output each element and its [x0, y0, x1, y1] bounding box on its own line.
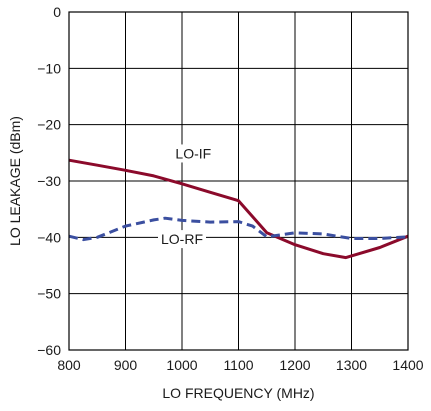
x-tick-label: 1400	[392, 357, 423, 373]
y-tick-label: −60	[37, 342, 61, 358]
x-axis-title: LO FREQUENCY (MHz)	[162, 385, 314, 401]
series-line-lo-if	[68, 158, 409, 260]
x-tick-label: 1000	[166, 357, 197, 373]
series-line-lo-rf	[68, 216, 409, 242]
x-tick-label: 1200	[279, 357, 310, 373]
series-label-lo-if: LO-IF	[175, 145, 211, 161]
series-label-lo-rf: LO-RF	[161, 231, 203, 247]
x-tick-label: 1300	[336, 357, 367, 373]
grid	[68, 11, 409, 351]
plot-frame	[68, 11, 409, 351]
annotations: LO-IF LO-RF	[158, 144, 215, 249]
series-label-background	[158, 230, 206, 249]
y-tick-label: −20	[37, 117, 61, 133]
x-tick-label: 1100	[223, 357, 253, 373]
y-tick-label: −50	[37, 286, 61, 302]
series-layer	[68, 158, 409, 260]
y-tick-label: −10	[37, 60, 61, 76]
y-tick-label: −30	[37, 173, 61, 189]
tick-labels: 800 900 1000 1100 1200 1300 1400 0 −10 −20 −30 −40 −…	[37, 4, 424, 373]
y-tick-label: 0	[53, 4, 61, 20]
y-axis-title: LO LEAKAGE (dBm)	[7, 116, 23, 246]
y-tick-label: −40	[37, 229, 61, 245]
x-tick-label: 800	[57, 357, 81, 373]
x-tick-label: 900	[114, 357, 138, 373]
series-label-background	[172, 144, 215, 163]
